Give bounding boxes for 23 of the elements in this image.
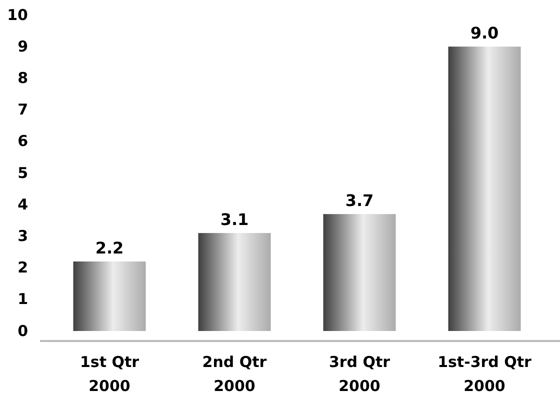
y-tick-label: 4 bbox=[18, 195, 28, 214]
data-label: 9.0 bbox=[470, 24, 499, 43]
bar bbox=[323, 214, 396, 331]
bar bbox=[73, 261, 146, 331]
x-tick-label: 1st Qtr 2000 bbox=[80, 353, 140, 395]
y-tick-label: 10 bbox=[7, 6, 28, 24]
y-tick-label: 9 bbox=[18, 37, 28, 56]
y-tick-label: 8 bbox=[18, 69, 28, 87]
y-tick-label: 2 bbox=[18, 258, 28, 277]
data-label: 3.1 bbox=[220, 210, 249, 230]
y-tick-label: 6 bbox=[18, 132, 28, 150]
y-tick-label: 3 bbox=[18, 227, 28, 245]
x-tick-label: 1st-3rd Qtr 2000 bbox=[438, 353, 532, 395]
data-label: 3.7 bbox=[345, 191, 374, 210]
bar bbox=[448, 46, 521, 331]
y-tick-label: 5 bbox=[18, 164, 28, 182]
y-tick-label: 0 bbox=[18, 322, 28, 340]
x-tick-label: 3rd Qtr 2000 bbox=[328, 353, 391, 395]
x-tick-label: 2nd Qtr 2000 bbox=[202, 353, 268, 395]
y-tick-label: 1 bbox=[18, 290, 28, 308]
bar bbox=[198, 233, 271, 331]
y-tick-label: 7 bbox=[18, 100, 28, 119]
data-label: 2.2 bbox=[95, 238, 124, 258]
